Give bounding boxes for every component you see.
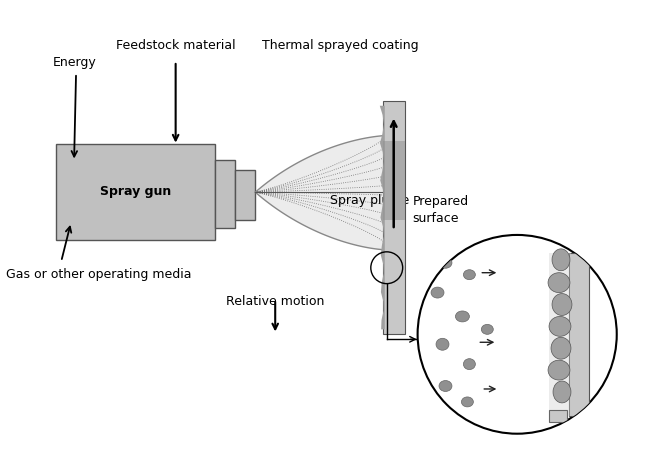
Ellipse shape bbox=[436, 338, 449, 350]
Text: Spray plume: Spray plume bbox=[330, 194, 410, 207]
Bar bbox=[235, 171, 255, 220]
Text: Energy: Energy bbox=[53, 56, 97, 69]
Circle shape bbox=[417, 235, 617, 434]
Ellipse shape bbox=[482, 324, 493, 334]
Text: Thermal sprayed coating: Thermal sprayed coating bbox=[261, 39, 418, 52]
Ellipse shape bbox=[456, 311, 469, 322]
Ellipse shape bbox=[439, 381, 452, 392]
Ellipse shape bbox=[439, 257, 452, 268]
Bar bbox=[56, 144, 215, 240]
Bar bbox=[383, 101, 405, 334]
Ellipse shape bbox=[463, 359, 475, 369]
Text: Relative motion: Relative motion bbox=[226, 295, 324, 307]
Polygon shape bbox=[380, 106, 385, 329]
Text: Gas or other operating media: Gas or other operating media bbox=[6, 268, 192, 281]
Ellipse shape bbox=[549, 316, 571, 336]
Bar bbox=[569, 253, 589, 416]
Text: Feedstock material: Feedstock material bbox=[116, 39, 235, 52]
Ellipse shape bbox=[548, 360, 570, 380]
Bar bbox=[549, 253, 571, 416]
Text: Spray gun: Spray gun bbox=[100, 185, 172, 198]
Ellipse shape bbox=[548, 273, 570, 292]
Bar bbox=[383, 140, 405, 220]
Text: Prepared
surface: Prepared surface bbox=[413, 195, 469, 225]
Ellipse shape bbox=[552, 293, 572, 315]
Ellipse shape bbox=[463, 270, 475, 279]
Ellipse shape bbox=[431, 287, 444, 298]
Bar bbox=[215, 160, 235, 228]
Ellipse shape bbox=[551, 338, 571, 359]
Polygon shape bbox=[255, 135, 385, 250]
Ellipse shape bbox=[552, 249, 570, 271]
Bar bbox=[549, 410, 567, 422]
Ellipse shape bbox=[553, 381, 571, 403]
Ellipse shape bbox=[462, 397, 473, 407]
